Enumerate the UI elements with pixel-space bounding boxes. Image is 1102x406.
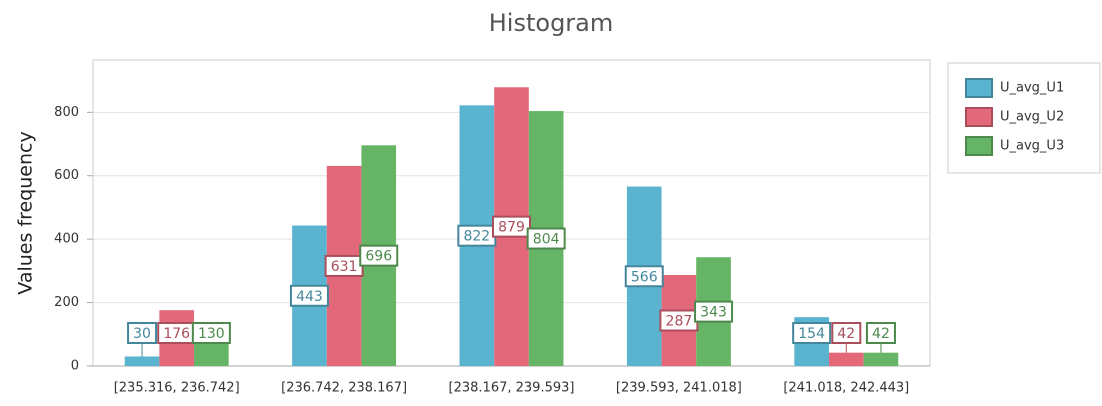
- data-label-box: [191, 322, 231, 344]
- legend-label: U_avg_U2: [1000, 110, 1064, 125]
- y-tick-label: 400: [54, 232, 79, 247]
- data-label: 287: [666, 313, 693, 329]
- data-label-box: [289, 284, 329, 307]
- y-tick-label: 800: [54, 105, 79, 120]
- legend-label: U_avg_U3: [1000, 139, 1064, 154]
- legend-swatch: [965, 107, 993, 127]
- chart-title: Histogram: [489, 9, 614, 37]
- data-label-box: [694, 300, 734, 323]
- data-label-box: [526, 227, 566, 250]
- data-label: 566: [631, 269, 658, 285]
- y-tick-label: 200: [54, 295, 79, 310]
- data-label-box: [865, 322, 896, 344]
- data-label-box: [359, 244, 399, 267]
- bar: [124, 356, 160, 366]
- y-tick-label: 0: [71, 359, 79, 374]
- data-label: 176: [163, 326, 190, 342]
- data-label-box: [624, 265, 664, 288]
- data-label: 443: [296, 289, 323, 305]
- x-tick-label: [236.742, 238.167]: [281, 381, 407, 396]
- x-tick-label: [238.167, 239.593]: [449, 381, 575, 396]
- data-label-box: [792, 322, 832, 344]
- data-label: 879: [498, 220, 525, 236]
- data-label: 696: [365, 249, 392, 265]
- legend-swatch: [965, 78, 993, 98]
- data-label: 343: [700, 305, 727, 321]
- data-label: 154: [798, 326, 825, 342]
- legend-label: U_avg_U1: [1000, 81, 1064, 96]
- data-label: 130: [198, 326, 225, 342]
- y-axis-label: Values frequency: [15, 131, 37, 294]
- data-label: 30: [133, 326, 151, 342]
- legend-swatch: [965, 136, 993, 156]
- bar: [828, 352, 864, 366]
- data-label: 822: [463, 229, 490, 245]
- x-tick-label: [239.593, 241.018]: [616, 381, 742, 396]
- x-tick-label: [235.316, 236.742]: [114, 381, 240, 396]
- data-label: 42: [837, 326, 855, 342]
- data-label: 42: [872, 326, 890, 342]
- bar: [863, 352, 899, 366]
- y-tick-label: 600: [54, 168, 79, 183]
- data-label-box: [831, 322, 862, 344]
- data-label: 631: [331, 259, 358, 275]
- data-label-box: [492, 215, 531, 238]
- data-label: 804: [533, 232, 560, 248]
- data-label-box: [127, 322, 158, 344]
- x-tick-label: [241.018, 242.443]: [783, 381, 909, 396]
